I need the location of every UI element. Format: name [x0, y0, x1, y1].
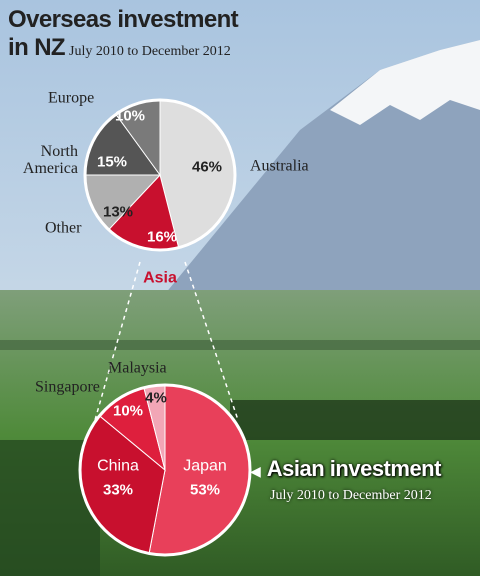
value-label: 10%: [114, 107, 146, 125]
chart-heading: ◀ Asian investment July 2010 to December 2…: [250, 456, 441, 504]
chart-title: Asian investment: [266, 456, 442, 481]
pie-rim: [78, 383, 252, 557]
category-label: China: [97, 457, 139, 475]
chart-title: Overseas investment in NZ: [8, 6, 239, 61]
value-label: 33%: [102, 481, 134, 499]
connector: [94, 261, 141, 421]
value-label: 4%: [145, 389, 167, 407]
marker: ◀: [250, 463, 261, 479]
connector: [184, 261, 239, 421]
category-label: Malaysia: [108, 359, 167, 377]
category-label: Australia: [250, 157, 309, 175]
snow: [330, 40, 480, 125]
chart-heading: Overseas investment in NZ July 2010 to De…: [8, 6, 258, 62]
value-label: 16%: [146, 228, 178, 246]
value-label: 53%: [189, 481, 221, 499]
value-label: 13%: [102, 203, 134, 221]
value-label: 15%: [96, 153, 128, 171]
category-label: Asia: [143, 269, 177, 287]
category-label: Singapore: [35, 378, 100, 396]
pie-rim: [83, 98, 237, 252]
chart-subtitle: July 2010 to December 2012: [270, 488, 432, 503]
category-label: Japan: [183, 457, 227, 475]
trees: [230, 400, 480, 440]
hedge: [0, 340, 480, 350]
value-label: 10%: [112, 402, 144, 420]
category-label: North America: [22, 143, 78, 177]
value-label: 46%: [191, 158, 223, 176]
category-label: Europe: [48, 89, 95, 107]
chart-subtitle: July 2010 to December 2012: [69, 44, 231, 59]
category-label: Other: [45, 219, 82, 237]
